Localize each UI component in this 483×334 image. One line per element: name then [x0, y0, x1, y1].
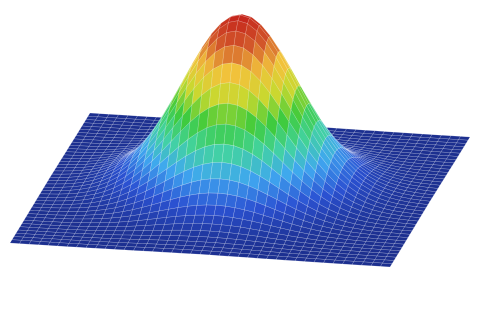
- surface-patch: [380, 262, 393, 268]
- surface-patch: [426, 187, 439, 192]
- surface-patch: [422, 193, 435, 199]
- surface-patch: [406, 219, 419, 225]
- surface-patch: [400, 230, 413, 235]
- surface-patch: [402, 226, 415, 232]
- surface-patch: [386, 253, 399, 258]
- surface-patch: [414, 206, 427, 212]
- surface-patch: [398, 233, 411, 238]
- surface-patch: [446, 155, 459, 160]
- surface-mesh: [9, 13, 471, 268]
- surface-patch: [438, 168, 451, 173]
- surface-patch: [394, 239, 407, 245]
- surface-patch: [392, 243, 405, 248]
- surface-patch: [432, 177, 445, 183]
- surface-patch: [382, 259, 395, 264]
- surface-patch: [440, 165, 453, 170]
- surface-patch: [448, 152, 461, 157]
- surface-patch: [434, 174, 447, 180]
- surface-patch: [424, 190, 437, 196]
- surface-patch: [458, 136, 471, 141]
- surface-patch: [454, 142, 467, 147]
- surface-patch: [384, 256, 397, 261]
- surface-patch: [444, 158, 457, 164]
- surface-patch: [418, 199, 431, 205]
- surface-patch: [450, 149, 463, 154]
- surface-patch: [420, 196, 433, 202]
- surface-patch: [408, 216, 421, 222]
- surface-patch: [416, 203, 429, 209]
- surface-patch: [390, 246, 403, 251]
- surface-patch: [442, 161, 455, 167]
- surface-patch: [396, 236, 409, 242]
